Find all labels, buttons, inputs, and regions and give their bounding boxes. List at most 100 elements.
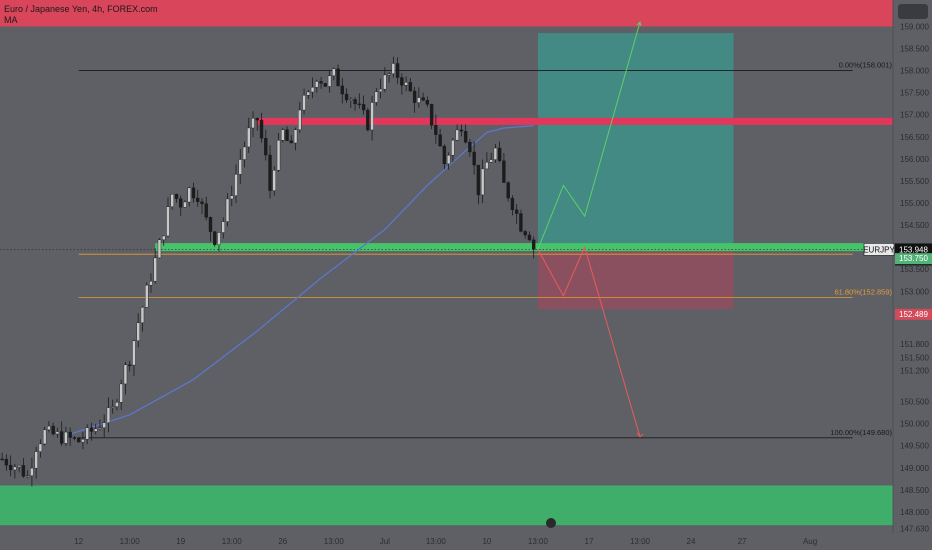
candle-body (213, 231, 217, 245)
y-tick-label: 158.000 (900, 67, 929, 76)
candle-body (417, 97, 421, 103)
candle-body (4, 458, 9, 466)
y-tick-label: 148.500 (900, 486, 929, 495)
candle-body (378, 88, 383, 92)
x-tick-label: 19 (176, 537, 185, 546)
candle-body (374, 91, 379, 103)
demand-zone (0, 485, 893, 526)
candle-body (281, 129, 285, 141)
x-tick-label: 12 (74, 537, 83, 546)
candle-body (472, 151, 476, 166)
supply-zone (0, 0, 893, 27)
y-tick-label: 155.000 (900, 199, 929, 208)
candle-body (85, 427, 89, 440)
time-axis[interactable] (0, 534, 932, 550)
candle-body (17, 465, 21, 468)
candle-body (395, 63, 400, 78)
candle-body (442, 145, 447, 165)
candle-body (272, 170, 276, 191)
candle-body (523, 231, 527, 236)
candle-body (289, 140, 293, 144)
candle-body (455, 129, 459, 141)
y-tick-label: 156.000 (900, 155, 929, 164)
x-tick-label: 13:00 (528, 537, 549, 546)
candle-body (68, 431, 72, 438)
candle-body (200, 201, 204, 204)
candle-body (64, 431, 68, 444)
candle-body (468, 142, 472, 153)
candle-body (400, 77, 404, 86)
candle-body (349, 99, 353, 101)
candle-body (247, 127, 251, 148)
candle-body (383, 74, 387, 90)
ma-line (61, 125, 534, 438)
candle-body (166, 206, 170, 237)
y-tick-label: 149.000 (900, 464, 929, 473)
candle-body (387, 73, 391, 76)
candle-body (119, 383, 123, 403)
candle-body (527, 234, 532, 241)
candle-body (412, 90, 417, 103)
candle-body (8, 464, 13, 471)
y-tick-label: 159.000 (900, 22, 929, 31)
candle-body (459, 129, 464, 132)
candle-body (0, 458, 4, 461)
long-arrow-head (636, 21, 642, 27)
menu-button[interactable] (898, 4, 928, 19)
candle-body (51, 425, 55, 435)
candle-body (514, 209, 519, 214)
y-tick-label: 154.500 (900, 221, 929, 230)
y-tick-label: 156.500 (900, 133, 929, 142)
candle-body (217, 232, 221, 245)
short-projection-path (537, 245, 641, 438)
y-tick-label: 158.500 (900, 45, 929, 54)
y-tick-label: 153.000 (900, 287, 929, 296)
candle-body (264, 137, 268, 156)
candle-body (476, 164, 481, 196)
symbol-tag-label: EURJPY (863, 245, 895, 254)
candle-body (13, 466, 17, 471)
fib-label-3: 100.00%(149.680) (830, 428, 892, 437)
candle-body (153, 257, 157, 282)
fib-label-2: 61.80%(152.859) (834, 287, 892, 296)
fib-label-0: 0.00%(158.001) (839, 61, 893, 70)
y-tick-label: 155.500 (900, 177, 929, 186)
x-tick-label: 13:00 (222, 537, 243, 546)
candle-body (123, 364, 128, 385)
candle-body (47, 425, 51, 431)
candle-body (276, 140, 281, 171)
candle-body (255, 118, 259, 121)
candle-body (225, 198, 230, 222)
candle-body (110, 406, 115, 408)
support-line (155, 243, 893, 252)
candle-body (115, 402, 119, 407)
y-tick-label: 151.200 (900, 367, 929, 376)
candle-body (76, 437, 81, 443)
y-tick-label: 151.800 (900, 340, 929, 349)
y-tick-label: 157.500 (900, 89, 929, 98)
candle-body (353, 99, 357, 105)
candle-body (404, 82, 408, 86)
candle-body (208, 217, 213, 232)
candle-body (519, 213, 523, 232)
candle-body (59, 431, 64, 444)
candle-body (502, 160, 506, 183)
x-tick-label: 13:00 (120, 537, 141, 546)
candle-body (434, 125, 438, 135)
y-tick-label: 150.000 (900, 420, 929, 429)
y-tick-label: 153.500 (900, 265, 929, 274)
candle-body (391, 63, 396, 74)
candle-body (102, 422, 106, 428)
chart-title: Euro / Japanese Yen, 4h, FOREX.com (4, 4, 158, 14)
symbol-tag (863, 243, 895, 256)
y-tick-label: 149.500 (900, 442, 929, 451)
candle-body (98, 427, 102, 430)
price-axis[interactable] (893, 0, 932, 550)
candle-body (366, 109, 370, 131)
current-price-label: 153.948 (899, 245, 928, 254)
resistance-line (257, 117, 893, 125)
candle-body (340, 85, 345, 95)
